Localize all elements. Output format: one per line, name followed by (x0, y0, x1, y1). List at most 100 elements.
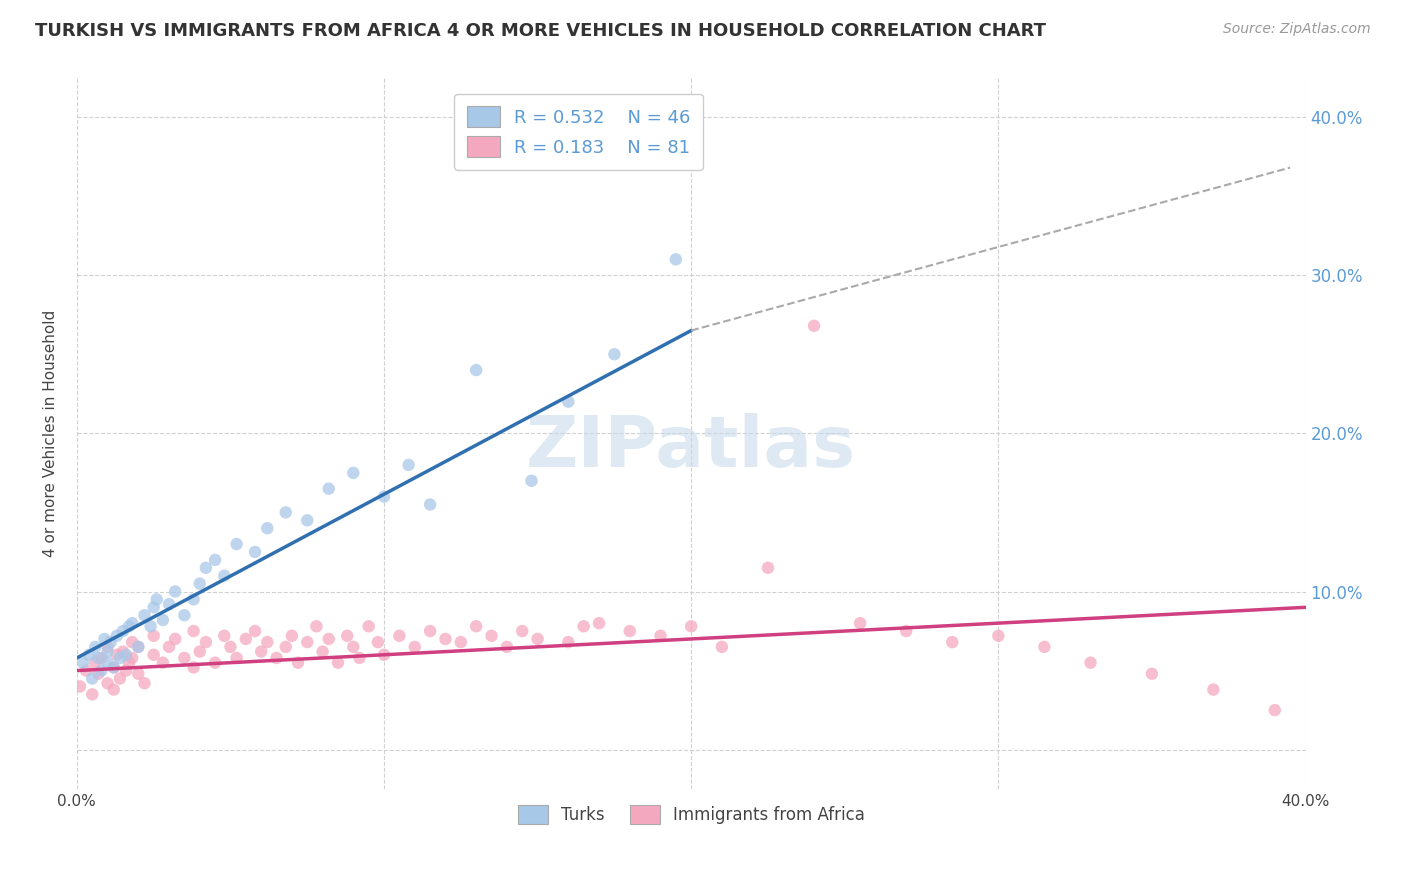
Point (111, 645, 134, 659)
Point (97, 676, 120, 690)
Point (588, 616, 610, 631)
Point (398, 458, 420, 472)
Point (274, 640, 297, 654)
Point (118, 656, 141, 670)
Point (281, 629, 304, 643)
Point (1033, 640, 1056, 654)
Point (214, 629, 236, 643)
Point (266, 651, 288, 665)
Point (103, 660, 125, 674)
Point (90, 664, 112, 678)
Point (69, 680, 91, 694)
Point (72, 656, 94, 670)
Point (127, 640, 149, 654)
Point (183, 592, 205, 607)
Point (75, 664, 97, 678)
Point (188, 645, 211, 659)
Point (336, 629, 359, 643)
Point (941, 635, 963, 649)
Point (987, 629, 1010, 643)
Point (520, 474, 543, 488)
Point (97, 645, 120, 659)
Point (496, 640, 519, 654)
Point (103, 660, 125, 674)
Point (481, 629, 503, 643)
Point (142, 629, 165, 643)
Text: ZIPatlas: ZIPatlas (526, 413, 856, 482)
Point (157, 597, 180, 611)
Point (419, 498, 441, 512)
Point (510, 624, 533, 638)
Point (243, 624, 266, 638)
Point (297, 513, 319, 527)
Point (710, 640, 733, 654)
Y-axis label: 4 or more Vehicles in Household: 4 or more Vehicles in Household (44, 310, 58, 557)
Point (404, 640, 426, 654)
Point (274, 505, 297, 519)
Point (115, 648, 138, 662)
Point (173, 608, 195, 623)
Point (84, 656, 107, 670)
Point (134, 676, 156, 690)
Point (82, 687, 104, 701)
Point (121, 635, 143, 649)
Point (173, 651, 195, 665)
Point (127, 666, 149, 681)
Point (152, 656, 174, 670)
Point (194, 635, 217, 649)
Point (367, 635, 389, 649)
Point (108, 672, 131, 686)
Point (896, 624, 918, 638)
Point (297, 635, 319, 649)
Point (434, 632, 457, 646)
Point (1264, 703, 1286, 717)
Point (419, 624, 441, 638)
Point (219, 640, 242, 654)
Point (756, 561, 779, 575)
Point (103, 682, 125, 697)
Text: Source: ZipAtlas.com: Source: ZipAtlas.com (1223, 22, 1371, 37)
Point (142, 600, 165, 615)
Point (1080, 656, 1102, 670)
Point (465, 363, 488, 377)
Point (803, 318, 825, 333)
Point (665, 252, 688, 267)
Point (204, 553, 226, 567)
Point (97, 656, 120, 670)
Point (84, 640, 107, 654)
Legend: Turks, Immigrants from Africa: Turks, Immigrants from Africa (508, 795, 875, 834)
Point (97, 640, 120, 654)
Point (105, 648, 128, 662)
Point (256, 521, 278, 535)
Point (250, 645, 273, 659)
Point (157, 640, 180, 654)
Point (225, 537, 247, 551)
Point (87, 651, 110, 665)
Point (127, 640, 149, 654)
Point (118, 619, 141, 633)
Point (121, 651, 143, 665)
Point (90, 651, 112, 665)
Point (214, 568, 236, 582)
Point (93, 632, 115, 646)
Point (603, 347, 626, 361)
Point (342, 640, 364, 654)
Point (225, 651, 247, 665)
Point (82, 672, 104, 686)
Point (849, 616, 872, 631)
Point (526, 632, 548, 646)
Point (287, 656, 309, 670)
Point (572, 619, 595, 633)
Point (108, 651, 131, 665)
Point (100, 635, 122, 649)
Point (1140, 666, 1163, 681)
Point (373, 648, 395, 662)
Point (619, 624, 641, 638)
Point (305, 619, 328, 633)
Point (165, 632, 187, 646)
Point (373, 490, 395, 504)
Point (318, 632, 340, 646)
Point (115, 664, 138, 678)
Point (318, 482, 340, 496)
Point (256, 635, 278, 649)
